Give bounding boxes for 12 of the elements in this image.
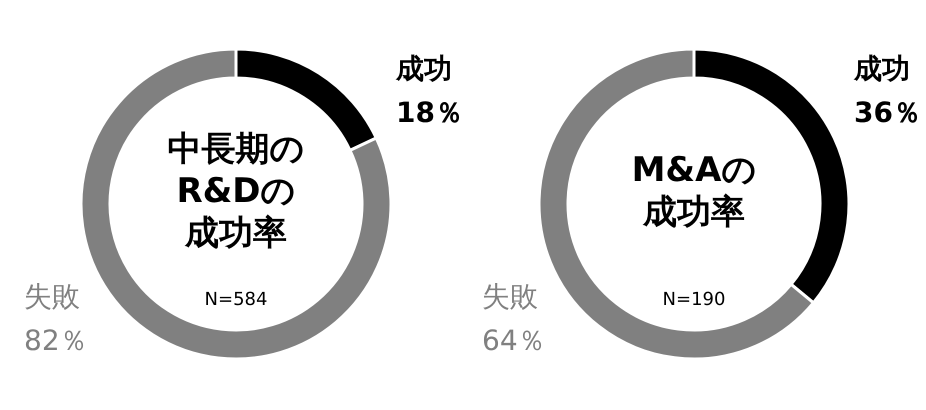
data-label: 18％ (396, 96, 463, 129)
slice-label: 失敗 (482, 280, 538, 313)
data-label: 82％ (24, 324, 88, 357)
data-label: 36％ (854, 96, 921, 129)
text: 中長期のR&Dの成功率 (168, 129, 304, 253)
slice-label: 失敗 (24, 280, 80, 313)
text: N=584 (204, 289, 268, 310)
data-label: 64％ (482, 324, 546, 357)
slice-label: 成功 (853, 52, 910, 85)
text: N=190 (662, 289, 726, 310)
text: M&Aの成功率 (632, 150, 756, 232)
slice-label: 成功 (395, 52, 452, 85)
